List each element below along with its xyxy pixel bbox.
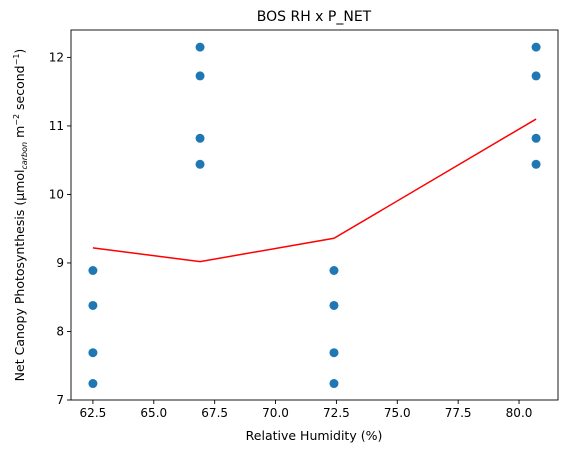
scatter-point [329, 266, 339, 275]
y-tick-label: 12 [49, 50, 64, 64]
scatter-point [531, 42, 541, 52]
scatter-points-group [88, 42, 541, 389]
y-axis-label-superscript1: −2 [12, 114, 21, 126]
x-axis-ticks: 62.5 65.0 67.5 70.0 72.5 75.0 77.5 80.0 [80, 400, 533, 420]
x-tick-label: 65.0 [140, 406, 167, 420]
y-tick-label: 7 [56, 393, 64, 407]
scatter-point [195, 133, 205, 143]
y-axis-label-middle2: second [12, 65, 27, 114]
y-axis-label-superscript2: −1 [12, 54, 21, 66]
y-tick-label: 11 [49, 119, 64, 133]
scatter-point [329, 300, 339, 310]
plot-area: 62.5 65.0 67.5 70.0 72.5 75.0 77.5 80.0 7 8 9 10 11… [49, 29, 559, 420]
trend-line-group [92, 118, 537, 263]
x-tick-label: 67.5 [201, 406, 228, 420]
x-tick-label: 72.5 [323, 406, 350, 420]
scatter-point [195, 159, 205, 169]
y-axis-label-subscript: carbon [20, 142, 29, 170]
y-axis-label-middle1: m [12, 126, 27, 142]
y-tick-label: 8 [56, 324, 64, 338]
scatter-point [329, 348, 339, 358]
scatter-point [531, 71, 541, 81]
y-axis-label-prefix: Net Canopy Photosynthesis (µmol [12, 170, 27, 382]
x-tick-label: 75.0 [384, 406, 411, 420]
y-axis-label-suffix: ) [12, 49, 27, 54]
scatter-point [195, 71, 205, 81]
scatter-point [88, 379, 98, 389]
y-axis-ticks: 7 8 9 10 11 12 [49, 50, 71, 407]
y-tick-label: 9 [56, 256, 64, 270]
scatter-point [531, 133, 541, 143]
y-axis-label: Net Canopy Photosynthesis (µmolcarbon m−… [12, 49, 29, 382]
x-tick-label: 70.0 [262, 406, 289, 420]
x-axis-label: Relative Humidity (%) [246, 428, 383, 443]
chart-title: BOS RH x P_NET [257, 9, 372, 25]
plot-frame [70, 29, 559, 401]
scatter-point [88, 300, 98, 310]
y-tick-label: 10 [49, 187, 64, 201]
x-tick-label: 62.5 [80, 406, 107, 420]
scatter-point [88, 348, 98, 358]
scatter-point [195, 42, 205, 52]
scatter-point [88, 266, 98, 275]
scatter-point [329, 379, 339, 389]
x-tick-label: 77.5 [445, 406, 472, 420]
scatter-point [531, 159, 541, 169]
x-tick-label: 80.0 [506, 406, 533, 420]
trend-line [92, 118, 537, 263]
